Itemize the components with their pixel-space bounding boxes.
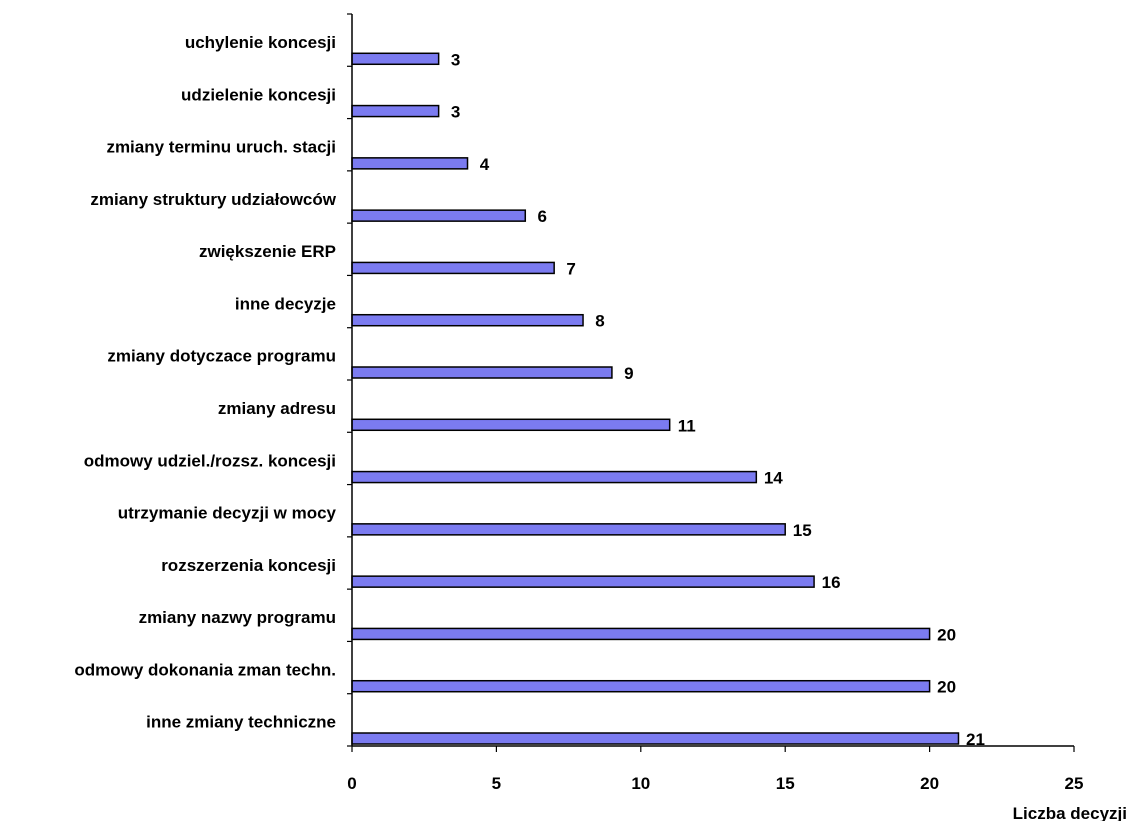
category-label: zmiany adresu (218, 399, 336, 418)
category-label: zmiany nazwy programu (139, 608, 336, 627)
bar (351, 313, 584, 327)
x-axis: 0 5 10 15 20 25 (347, 745, 1084, 793)
value-label: 8 (595, 312, 604, 331)
x-tick-label: 25 (1065, 774, 1084, 793)
y-axis (347, 13, 353, 747)
category-label: zwiększenie ERP (199, 242, 336, 261)
value-label: 15 (793, 521, 812, 540)
category-label: uchylenie koncesji (185, 33, 336, 52)
category-label: zmiany struktury udziałowców (90, 190, 336, 209)
bar (351, 732, 960, 745)
bar (351, 366, 613, 379)
value-label: 14 (764, 469, 783, 488)
value-label: 20 (937, 678, 956, 697)
value-label: 3 (451, 50, 460, 69)
bar (351, 418, 671, 432)
category-label: odmowy dokonania zman techn. (74, 660, 336, 679)
bar (351, 52, 440, 66)
value-label: 4 (480, 155, 490, 174)
value-label: 6 (538, 207, 547, 226)
category-label: utrzymanie decyzji w mocy (118, 504, 337, 523)
value-label: 16 (822, 573, 841, 592)
bars-group (351, 52, 960, 745)
bar (351, 470, 758, 484)
x-tick-label: 0 (347, 774, 356, 793)
bar (351, 261, 555, 275)
x-axis-title: Liczba decyzji (1013, 804, 1127, 821)
value-label: 21 (966, 730, 985, 749)
bar (351, 627, 931, 641)
bar (351, 679, 931, 693)
value-labels-group: 3 3 4 6 7 8 9 11 14 15 16 20 20 21 (451, 50, 985, 749)
bar (351, 104, 440, 118)
category-label: zmiany dotyczace programu (107, 347, 336, 366)
value-label: 7 (566, 259, 575, 278)
bar (351, 209, 527, 222)
bar (351, 523, 786, 536)
category-label: inne decyzje (235, 294, 336, 313)
x-tick-label: 5 (492, 774, 501, 793)
category-label: odmowy udziel./rozsz. koncesji (84, 451, 336, 470)
category-labels-group: uchylenie koncesji udzielenie koncesji zmi… (74, 33, 336, 732)
x-tick-label: 15 (776, 774, 795, 793)
value-label: 9 (624, 364, 633, 383)
bar (351, 157, 469, 170)
category-label: udzielenie koncesji (181, 85, 336, 104)
x-tick-label: 20 (920, 774, 939, 793)
value-label: 11 (678, 416, 696, 435)
value-label: 3 (451, 103, 460, 122)
value-label: 20 (937, 625, 956, 644)
bar (351, 575, 815, 588)
x-tick-label: 10 (631, 774, 650, 793)
category-label: zmiany terminu uruch. stacji (106, 138, 336, 157)
category-label: rozszerzenia koncesji (161, 556, 336, 575)
category-label: inne zmiany techniczne (146, 713, 336, 732)
